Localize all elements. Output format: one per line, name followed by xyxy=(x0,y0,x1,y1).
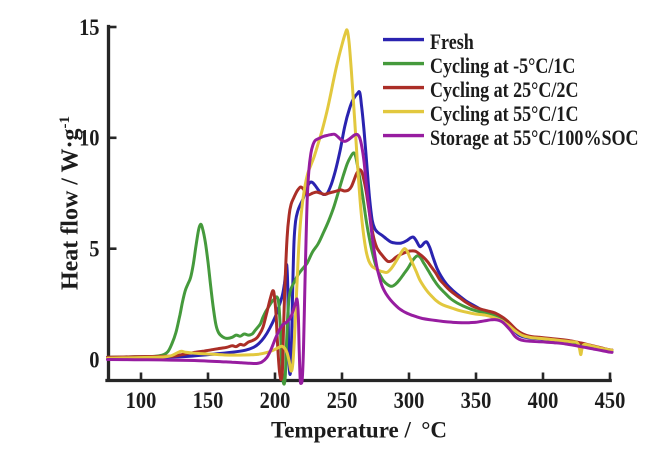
svg-text:250: 250 xyxy=(327,387,358,414)
svg-text:150: 150 xyxy=(193,387,224,414)
svg-text:Cycling at -5°C/1C: Cycling at -5°C/1C xyxy=(430,54,575,78)
svg-text:Storage at 55°C/100%SOC: Storage at 55°C/100%SOC xyxy=(430,126,639,150)
svg-text:15: 15 xyxy=(79,14,99,41)
svg-text:200: 200 xyxy=(260,387,291,414)
svg-text:Cycling at 55°C/1C: Cycling at 55°C/1C xyxy=(430,102,578,126)
svg-text:300: 300 xyxy=(394,387,425,414)
svg-text:Temperature / °C: Temperature / °C xyxy=(271,418,447,443)
svg-text:Heat flow / W·g-1: Heat flow / W·g-1 xyxy=(57,116,84,290)
svg-text:0: 0 xyxy=(89,346,99,373)
svg-text:450: 450 xyxy=(595,387,626,414)
svg-text:350: 350 xyxy=(461,387,492,414)
svg-text:100: 100 xyxy=(126,387,157,414)
svg-text:Fresh: Fresh xyxy=(430,30,474,54)
svg-text:5: 5 xyxy=(89,235,99,262)
svg-text:10: 10 xyxy=(79,124,99,151)
svg-text:400: 400 xyxy=(528,387,559,414)
svg-text:Cycling at 25°C/2C: Cycling at 25°C/2C xyxy=(430,78,578,102)
